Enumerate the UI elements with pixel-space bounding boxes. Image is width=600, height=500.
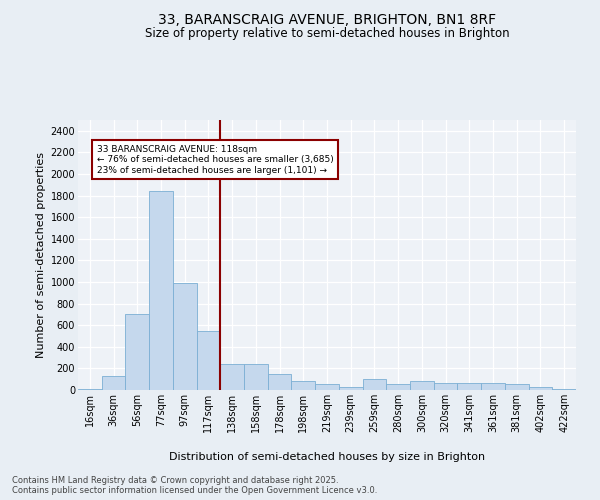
Bar: [78, 389, 102, 390]
Text: Distribution of semi-detached houses by size in Brighton: Distribution of semi-detached houses by …: [169, 452, 485, 462]
Bar: [505, 384, 529, 390]
Y-axis label: Number of semi-detached properties: Number of semi-detached properties: [37, 152, 46, 358]
Bar: [220, 364, 244, 390]
Bar: [125, 314, 149, 390]
Bar: [197, 330, 220, 390]
Bar: [339, 387, 362, 390]
Bar: [481, 383, 505, 390]
Bar: [315, 384, 339, 390]
Bar: [410, 381, 434, 390]
Bar: [457, 383, 481, 390]
Bar: [268, 374, 292, 390]
Bar: [102, 376, 125, 390]
Text: 33, BARANSCRAIG AVENUE, BRIGHTON, BN1 8RF: 33, BARANSCRAIG AVENUE, BRIGHTON, BN1 8R…: [158, 12, 496, 26]
Text: 33 BARANSCRAIG AVENUE: 118sqm
← 76% of semi-detached houses are smaller (3,685)
: 33 BARANSCRAIG AVENUE: 118sqm ← 76% of s…: [97, 145, 334, 174]
Bar: [362, 379, 386, 390]
Bar: [529, 387, 552, 390]
Bar: [386, 384, 410, 390]
Bar: [292, 381, 315, 390]
Bar: [149, 192, 173, 390]
Text: Contains HM Land Registry data © Crown copyright and database right 2025.
Contai: Contains HM Land Registry data © Crown c…: [12, 476, 377, 495]
Bar: [434, 383, 457, 390]
Bar: [552, 389, 576, 390]
Bar: [173, 283, 197, 390]
Text: Size of property relative to semi-detached houses in Brighton: Size of property relative to semi-detach…: [145, 28, 509, 40]
Bar: [244, 364, 268, 390]
